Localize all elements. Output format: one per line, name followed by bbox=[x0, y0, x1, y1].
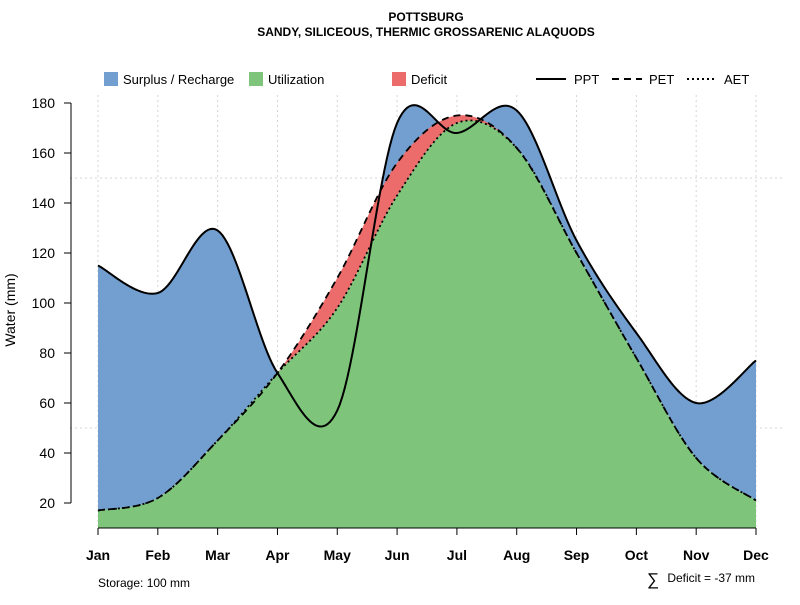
x-tick-label-oct: Oct bbox=[625, 547, 649, 563]
x-tick-label-dec: Dec bbox=[743, 547, 769, 563]
legend-label-utilization: Utilization bbox=[268, 72, 324, 87]
x-tick-label-jun: Jun bbox=[385, 547, 410, 563]
legend-swatch-surplus bbox=[104, 72, 118, 86]
y-tick-label-180: 180 bbox=[32, 95, 56, 111]
x-tick-label-sep: Sep bbox=[564, 547, 590, 563]
x-tick-label-apr: Apr bbox=[265, 547, 290, 563]
chart-subtitle: SANDY, SILICEOUS, THERMIC GROSSARENIC AL… bbox=[257, 25, 595, 39]
legend-label-deficit: Deficit bbox=[411, 72, 448, 87]
deficit-note: Deficit = -37 mm bbox=[667, 571, 755, 585]
chart-title: POTTSBURG bbox=[388, 10, 463, 24]
deficit-sum-symbol: ∑ bbox=[647, 570, 659, 589]
y-tick-label-100: 100 bbox=[32, 295, 56, 311]
y-tick-label-40: 40 bbox=[39, 445, 55, 461]
series-lines bbox=[97, 104, 757, 512]
legend-swatch-deficit bbox=[392, 72, 406, 86]
legend-label-surplus: Surplus / Recharge bbox=[123, 72, 234, 87]
y-tick-label-20: 20 bbox=[39, 495, 55, 511]
series-line-ppt bbox=[97, 104, 757, 428]
area-surplus bbox=[98, 105, 756, 511]
axes: 20 40 60 80 100 120 140 160 180 Jan Feb Mar Apr May Ju… bbox=[32, 95, 769, 563]
legend-swatch-utilization bbox=[249, 72, 263, 86]
legend-label-ppt: PPT bbox=[574, 72, 599, 87]
x-tick-label-mar: Mar bbox=[205, 547, 230, 563]
y-tick-label-160: 160 bbox=[32, 145, 56, 161]
x-tick-label-aug: Aug bbox=[503, 547, 530, 563]
x-tick-label-nov: Nov bbox=[683, 547, 710, 563]
storage-note: Storage: 100 mm bbox=[98, 576, 190, 590]
y-axis-label: Water (mm) bbox=[2, 273, 18, 346]
y-tick-label-60: 60 bbox=[39, 395, 55, 411]
x-tick-label-may: May bbox=[324, 547, 351, 563]
series-line-aet bbox=[97, 119, 757, 512]
x-tick-label-jan: Jan bbox=[86, 547, 110, 563]
series-line-pet bbox=[97, 114, 757, 512]
legend-label-aet: AET bbox=[724, 72, 749, 87]
legend: Surplus / Recharge Utilization Deficit P… bbox=[104, 72, 749, 87]
legend-label-pet: PET bbox=[649, 72, 674, 87]
y-tick-label-140: 140 bbox=[32, 195, 56, 211]
area-fills bbox=[98, 105, 756, 528]
y-tick-label-120: 120 bbox=[32, 245, 56, 261]
x-tick-label-feb: Feb bbox=[145, 547, 170, 563]
area-utilization bbox=[98, 120, 756, 528]
y-tick-label-80: 80 bbox=[39, 345, 55, 361]
x-tick-label-jul: Jul bbox=[447, 547, 467, 563]
